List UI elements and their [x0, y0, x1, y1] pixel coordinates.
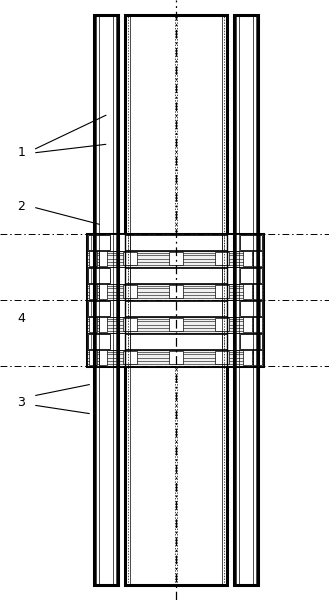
Bar: [125, 360, 227, 585]
Bar: [243, 251, 252, 266]
Bar: [123, 285, 137, 298]
Bar: [87, 283, 263, 300]
Bar: [123, 351, 137, 364]
Bar: [123, 318, 137, 331]
Bar: [125, 334, 227, 349]
Text: 1: 1: [17, 146, 25, 160]
Bar: [94, 15, 118, 240]
Bar: [215, 351, 229, 364]
Bar: [89, 350, 97, 365]
Bar: [169, 252, 183, 265]
Bar: [99, 350, 107, 365]
Bar: [87, 234, 263, 251]
Bar: [99, 284, 107, 299]
Bar: [88, 301, 111, 316]
Text: 4: 4: [17, 311, 25, 325]
Bar: [125, 15, 227, 240]
Bar: [87, 234, 263, 366]
Bar: [234, 15, 258, 240]
Bar: [89, 284, 97, 299]
Bar: [99, 251, 107, 266]
Bar: [87, 333, 263, 349]
Bar: [243, 317, 252, 332]
Bar: [89, 251, 97, 266]
Bar: [234, 360, 258, 585]
Bar: [87, 251, 263, 267]
Bar: [240, 268, 262, 283]
Bar: [215, 318, 229, 331]
Bar: [253, 350, 262, 365]
Bar: [253, 251, 262, 266]
Bar: [253, 317, 262, 332]
Bar: [99, 317, 107, 332]
Bar: [169, 351, 183, 364]
Bar: [87, 317, 263, 333]
Bar: [87, 349, 263, 366]
Bar: [240, 235, 262, 250]
Bar: [240, 334, 262, 349]
Bar: [169, 318, 183, 331]
Bar: [123, 252, 137, 265]
Bar: [87, 300, 263, 317]
Bar: [94, 360, 118, 585]
Bar: [88, 268, 111, 283]
Bar: [240, 301, 262, 316]
Text: 2: 2: [17, 200, 25, 214]
Bar: [215, 252, 229, 265]
Bar: [88, 235, 111, 250]
Bar: [253, 284, 262, 299]
Bar: [243, 284, 252, 299]
Text: 3: 3: [17, 395, 25, 409]
Bar: [243, 350, 252, 365]
Bar: [125, 235, 227, 250]
Bar: [169, 285, 183, 298]
Bar: [125, 268, 227, 283]
Bar: [89, 317, 97, 332]
Bar: [125, 301, 227, 316]
Bar: [88, 334, 111, 349]
Bar: [87, 267, 263, 283]
Bar: [215, 285, 229, 298]
